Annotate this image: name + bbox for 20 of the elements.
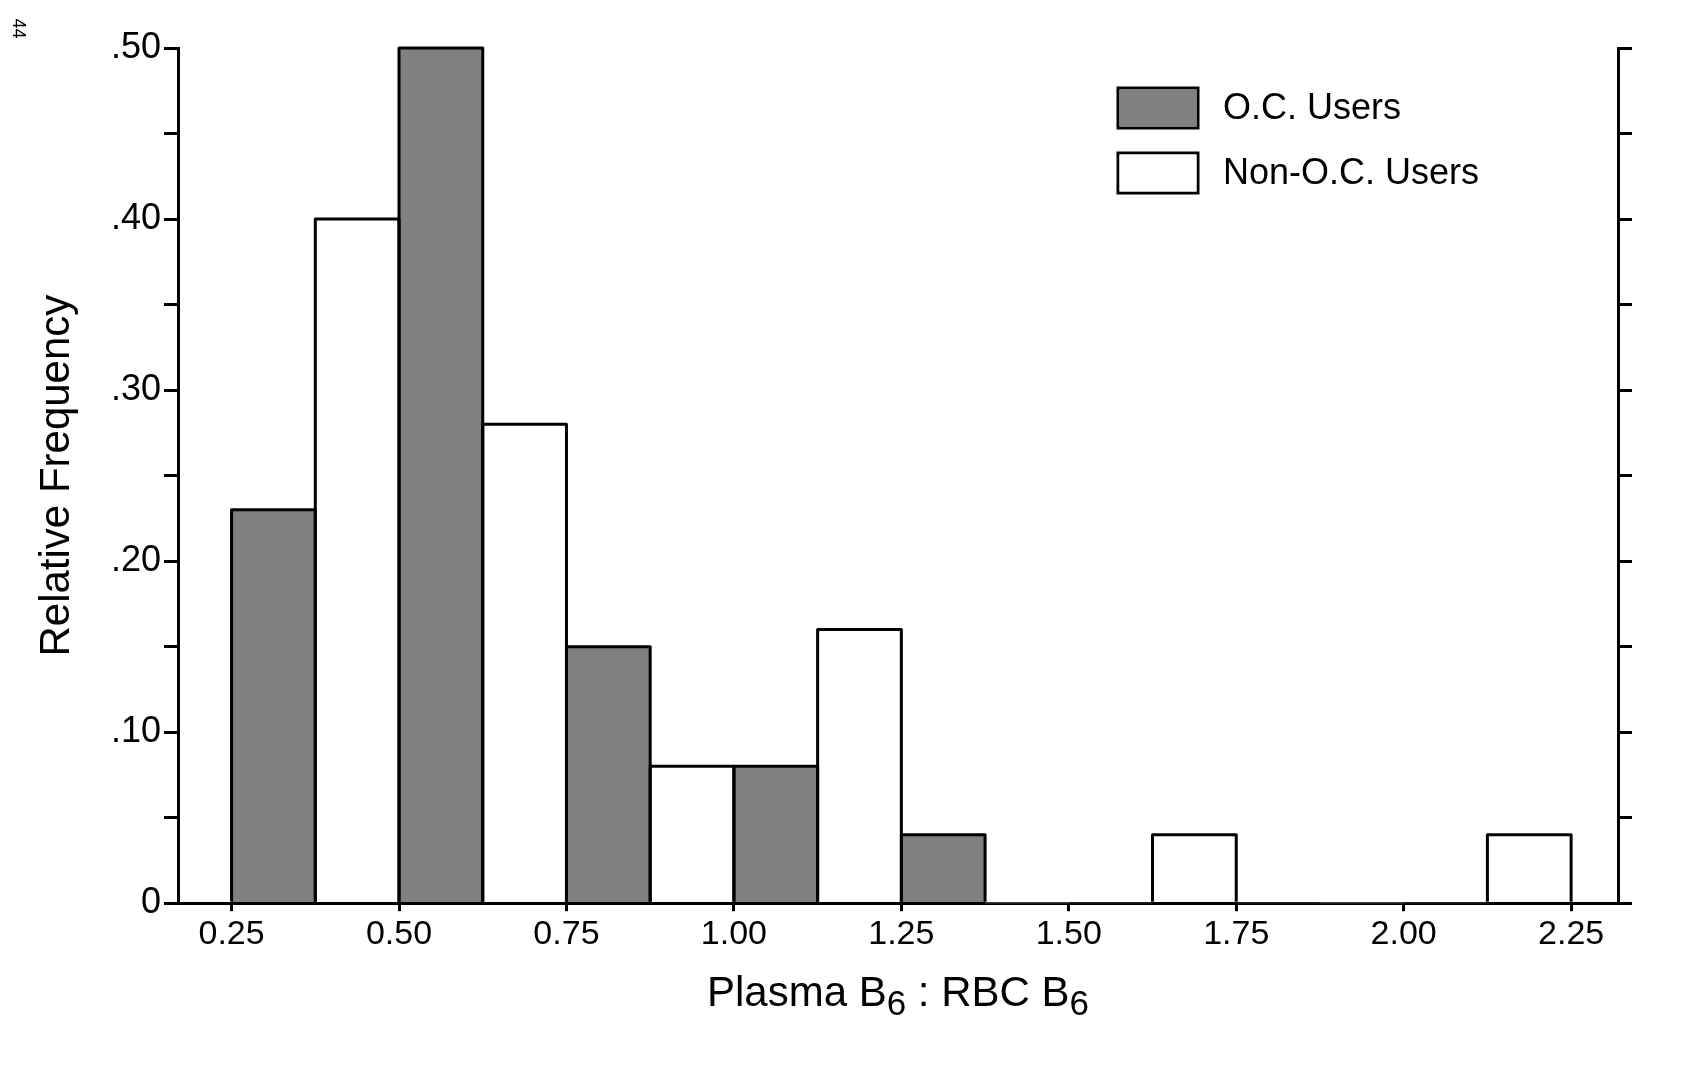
legend-label: O.C. Users <box>1223 85 1402 127</box>
x-axis-title: Plasma B$_{6}$ : RBC B$_{6}$ <box>705 968 1090 1024</box>
text: 44 <box>7 18 29 39</box>
x-tick-label: 0.25 <box>198 912 265 951</box>
x-tick-label: 1.25 <box>868 912 935 951</box>
y-tick-label: .30 <box>110 367 161 408</box>
legend-label: Non-O.C. Users <box>1223 150 1480 192</box>
x-tick-label: 0.50 <box>365 912 433 951</box>
x-tick-label: 0.75 <box>533 912 600 951</box>
y-tick-label: .40 <box>110 195 161 237</box>
y-tick-label: 0 <box>140 880 161 922</box>
x-tick-label: 1.75 <box>1203 912 1270 951</box>
y-tick-label: .10 <box>110 709 161 751</box>
y-tick-label: .20 <box>110 538 161 580</box>
x-tick-label: 2.00 <box>1370 912 1437 951</box>
y-tick-label: .50 <box>110 24 161 66</box>
x-tick-label: 1.00 <box>700 912 767 951</box>
x-tick-label: 2.25 <box>1538 912 1605 951</box>
x-tick-label: 1.50 <box>1035 912 1102 951</box>
y-axis-title: Relative Frequency <box>30 294 78 657</box>
